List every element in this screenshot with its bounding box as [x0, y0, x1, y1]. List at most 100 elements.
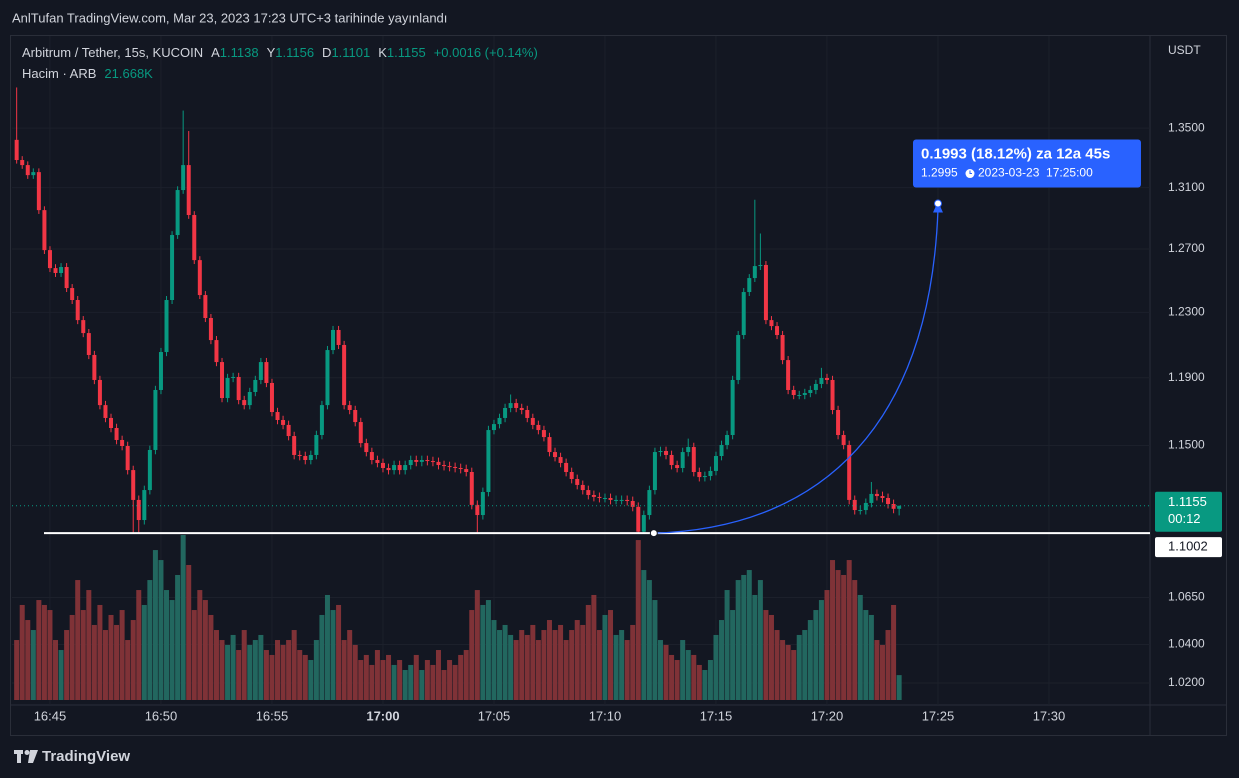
ohlc-letter: D — [322, 45, 331, 60]
volume-bar — [197, 590, 203, 700]
volume-bar — [213, 630, 219, 700]
volume-bar — [596, 630, 602, 700]
candle-body — [819, 377, 824, 384]
volume-bar — [635, 540, 641, 700]
candle-body — [780, 335, 785, 361]
volume-bar — [286, 640, 292, 700]
candle-body — [347, 405, 352, 411]
volume-bar — [891, 604, 897, 700]
candle-body — [830, 379, 835, 411]
candle-body — [292, 436, 297, 455]
volume-bar — [397, 660, 403, 700]
anchor-end — [933, 199, 942, 208]
volume-bar — [474, 590, 480, 700]
volume-bar — [324, 594, 330, 700]
volume-bar — [275, 640, 281, 700]
candle-body — [353, 410, 358, 423]
plot: 16:45 16:50 16:55 17:00 17:05 17:10 17:15 17:20… — [12, 36, 1222, 723]
candle-body — [586, 490, 591, 495]
candle-body — [319, 405, 324, 436]
volume-bar — [746, 570, 752, 700]
volume-bar — [835, 570, 841, 700]
candle-body — [175, 190, 180, 236]
y-tick-label: 1.3500 — [1168, 120, 1205, 134]
candle-body — [47, 250, 52, 269]
volume-bar — [824, 590, 830, 700]
candle-body — [852, 499, 857, 511]
volume-bar — [652, 600, 658, 700]
volume-bar — [696, 664, 702, 700]
volume-bar — [569, 630, 575, 700]
measure-arrow — [653, 209, 939, 534]
candle-body — [31, 172, 36, 176]
candle-body — [847, 444, 852, 500]
volume-bar — [669, 654, 675, 700]
volume-bar — [102, 630, 108, 700]
volume-bar — [513, 640, 519, 700]
volume-bar — [58, 650, 64, 700]
candle-body — [630, 500, 635, 507]
candle-body — [36, 172, 41, 211]
candle-body — [386, 467, 391, 471]
x-tick-label: 16:45 — [34, 708, 67, 723]
volume-bar — [802, 630, 808, 700]
candle-body — [897, 505, 902, 509]
candle-body — [797, 395, 802, 397]
candle-body — [236, 376, 241, 401]
volume-bar — [680, 640, 686, 700]
candle-body — [636, 506, 641, 532]
candle-body — [14, 139, 19, 161]
volume-bar — [885, 630, 891, 700]
candle-body — [575, 478, 580, 485]
candle-body — [741, 292, 746, 336]
volume-bar — [830, 560, 836, 700]
volume-bar — [757, 580, 763, 700]
countdown: 00:12 — [1168, 511, 1201, 526]
volume-bar — [141, 604, 147, 700]
volume-bar — [374, 650, 380, 700]
volume-bar — [674, 660, 680, 700]
candle-body — [713, 456, 718, 471]
volume-bar — [225, 644, 231, 700]
volume-bar — [785, 644, 791, 700]
volume-bar — [152, 550, 158, 700]
measure-price: 1.2995 — [921, 166, 958, 180]
candle-body — [281, 420, 286, 425]
volume-bar — [585, 604, 591, 700]
x-tick-label: 17:05 — [478, 708, 511, 723]
volume-bar — [874, 640, 880, 700]
candle-body — [619, 499, 624, 501]
volume-bar — [180, 535, 186, 700]
volume-bar — [447, 660, 453, 700]
candle-body — [25, 165, 30, 176]
ohlc-letter: A — [211, 45, 220, 60]
candle-body — [258, 362, 263, 380]
candle-body — [419, 459, 424, 462]
close-value: 1.1155 — [387, 45, 426, 60]
candle-body — [214, 340, 219, 363]
y-tick-label: 1.0400 — [1168, 637, 1205, 651]
candle-body — [425, 459, 430, 462]
candle-body — [813, 383, 818, 390]
candle-body — [325, 350, 330, 406]
candle-body — [53, 268, 58, 274]
volume-bar — [502, 624, 508, 700]
volume-bar — [358, 660, 364, 700]
volume-bar — [302, 654, 308, 700]
volume-bar — [313, 640, 319, 700]
candle-body — [192, 215, 197, 261]
candle-body — [109, 417, 114, 429]
candle-body — [269, 382, 274, 413]
volume-bar — [186, 564, 192, 700]
volume-bar — [480, 604, 486, 700]
candle-body — [170, 235, 175, 301]
candle-body — [380, 462, 385, 468]
candle-body — [508, 403, 513, 408]
volume-bar — [175, 574, 181, 700]
volume-bar — [624, 640, 630, 700]
candle-body — [503, 407, 508, 418]
candle-body — [486, 430, 491, 492]
volume-bar — [508, 634, 514, 700]
